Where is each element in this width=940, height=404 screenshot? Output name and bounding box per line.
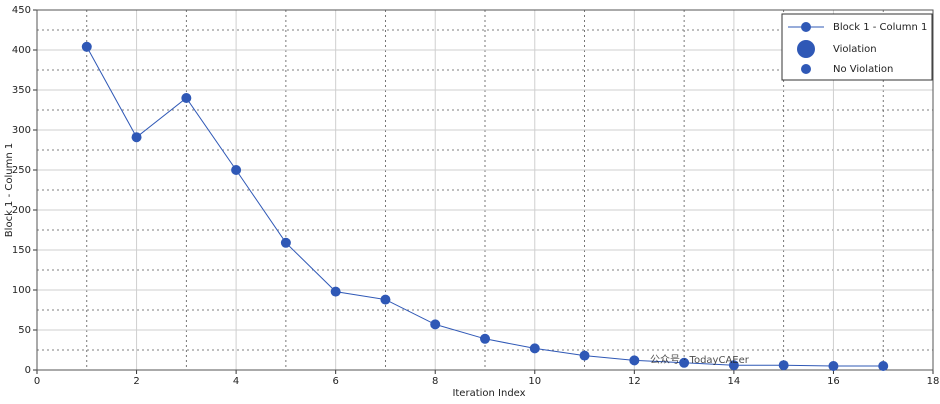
data-point [529,343,540,354]
plot-frame [36,9,934,371]
x-tick-label: 18 [927,376,940,387]
y-tick-label: 300 [12,125,31,136]
data-point [81,41,92,52]
legend-label: Violation [833,44,877,55]
y-tick-label: 400 [12,45,31,56]
y-tick-label: 100 [12,285,31,296]
legend-marker [797,40,815,58]
x-tick-label: 2 [133,376,139,387]
data-point [778,360,789,371]
data-point [878,361,889,371]
legend-label: No Violation [833,64,893,75]
data-point [828,361,839,371]
x-tick-label: 0 [34,376,40,387]
data-point [330,286,341,297]
legend-marker [801,64,811,74]
data-point [430,319,441,330]
data-point [131,132,142,143]
data-point [181,93,192,103]
x-tick-label: 12 [628,376,641,387]
y-axis-label: Block 1 - Column 1 [4,143,15,237]
data-point [231,165,242,175]
x-axis-label: Iteration Index [452,388,525,399]
data-point [480,333,490,344]
data-point [679,357,690,368]
x-tick-label: 4 [233,376,239,387]
data-point [728,360,739,371]
x-tick-label: 8 [432,376,438,387]
legend-label: Block 1 - Column 1 [833,22,927,33]
watermark: 公众号 · TodayCAEer [650,354,750,366]
data-point [579,350,590,361]
y-tick-label: 150 [12,245,31,256]
data-point [380,294,391,305]
y-tick-label: 200 [12,205,31,216]
x-tick-label: 14 [728,376,741,387]
x-tick-label: 16 [827,376,840,387]
data-point [629,355,640,366]
y-tick-label: 50 [18,325,31,336]
x-tick-label: 6 [332,376,338,387]
y-tick-label: 250 [12,165,31,176]
y-tick-label: 350 [12,85,31,96]
x-tick-label: 10 [528,376,541,387]
data-point [280,237,291,248]
y-tick-label: 0 [25,365,31,376]
y-tick-label: 450 [12,5,31,16]
legend-marker [801,22,811,32]
